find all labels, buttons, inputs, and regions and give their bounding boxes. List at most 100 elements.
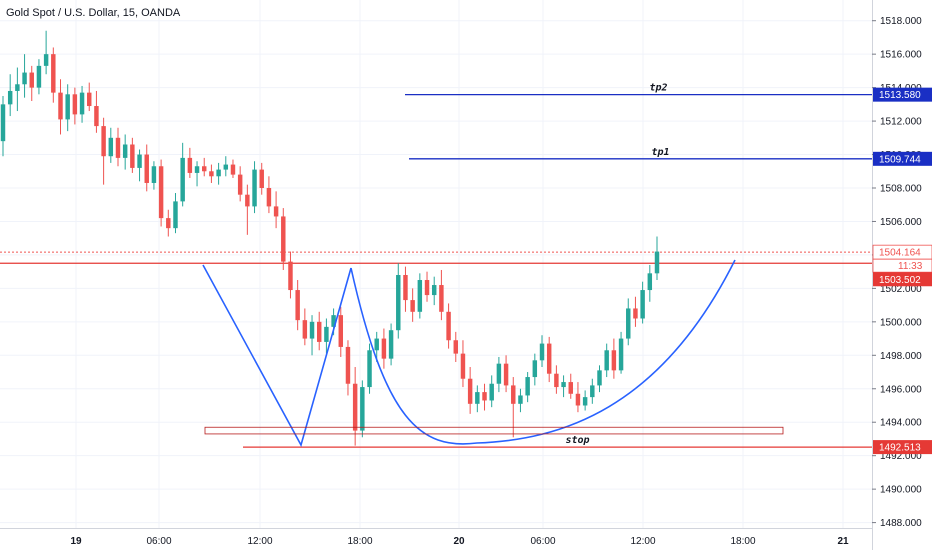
candle xyxy=(187,147,193,178)
candle-body xyxy=(130,144,135,168)
candle xyxy=(36,59,42,95)
candle xyxy=(281,208,286,270)
time-axis[interactable]: 19 06:00 12:00 18:00 20 06:00 12:00 18:00 21 xyxy=(0,528,872,548)
candle-body xyxy=(561,382,566,388)
candle-body xyxy=(324,326,329,342)
candle-body xyxy=(281,216,286,262)
time-tick-label: 21 xyxy=(837,536,849,547)
pattern-cup-curve[interactable] xyxy=(350,259,736,445)
candle xyxy=(518,388,523,413)
candle-body xyxy=(338,315,344,347)
support-zone-rectangle[interactable] xyxy=(204,426,784,435)
candle-body xyxy=(446,311,451,341)
candle-body xyxy=(51,54,56,93)
candle xyxy=(309,315,315,356)
candle xyxy=(367,343,372,394)
candle xyxy=(489,375,494,408)
price-tick-label: 1488.000 xyxy=(880,518,922,529)
candle-body xyxy=(590,385,595,398)
candle-body xyxy=(604,350,609,371)
candle-body xyxy=(187,157,193,173)
candle-body xyxy=(360,387,365,431)
cup-and-handle-drawing[interactable] xyxy=(202,259,736,448)
candle-body xyxy=(417,280,423,312)
candle-body xyxy=(647,273,653,291)
candle xyxy=(202,157,207,177)
price-tick-label: 1490.000 xyxy=(880,485,922,496)
candle-body xyxy=(511,385,516,404)
candle-body xyxy=(345,346,351,384)
candle xyxy=(352,367,358,446)
candle xyxy=(496,356,502,393)
candle-body xyxy=(439,285,444,312)
candle xyxy=(561,375,566,398)
time-tick-label: 19 xyxy=(70,536,82,547)
candle-body xyxy=(151,166,157,183)
candle xyxy=(158,159,164,227)
candle-body xyxy=(158,166,164,219)
candle xyxy=(180,142,185,207)
candle xyxy=(647,264,653,302)
candle xyxy=(590,378,595,404)
candle-body xyxy=(489,383,494,401)
horizontal-levels[interactable] xyxy=(0,93,872,448)
candle-body xyxy=(108,137,114,157)
candle xyxy=(252,161,257,214)
candle xyxy=(65,84,70,132)
candle xyxy=(130,137,135,173)
candle xyxy=(115,127,121,167)
candle-body xyxy=(640,290,645,319)
candle xyxy=(51,47,56,103)
candle xyxy=(345,340,351,396)
candle-body xyxy=(582,397,588,406)
candle-body xyxy=(166,218,171,229)
candle xyxy=(245,184,250,235)
tp2-price-tag-text: 1513.580 xyxy=(879,90,921,101)
candle-body xyxy=(230,164,236,175)
candle xyxy=(568,373,573,399)
candle xyxy=(453,331,458,362)
pattern-v-lines[interactable] xyxy=(202,264,352,448)
candle-body xyxy=(467,378,473,404)
candle xyxy=(654,236,660,281)
candle xyxy=(532,353,538,386)
price-tick-label: 1506.000 xyxy=(880,217,922,228)
time-tick-label: 18:00 xyxy=(730,536,755,547)
candle-body xyxy=(518,395,523,404)
candle-body xyxy=(245,194,250,207)
tp1-price-tag xyxy=(873,151,932,166)
candle-body xyxy=(115,137,121,158)
candle-body xyxy=(137,154,142,168)
candle-body xyxy=(525,377,530,396)
level-price-tag xyxy=(873,272,932,287)
price-tick-label: 1492.000 xyxy=(880,451,922,462)
candle-body xyxy=(58,92,63,120)
countdown-tag-text: 11:33 xyxy=(898,261,923,272)
candle xyxy=(144,144,149,192)
candle xyxy=(640,281,645,324)
candle xyxy=(15,67,20,112)
candle-body xyxy=(36,65,42,88)
candle-body xyxy=(539,343,545,361)
price-tick-label: 1500.000 xyxy=(880,317,922,328)
candle-body xyxy=(223,164,229,170)
candle xyxy=(216,162,221,185)
candle xyxy=(424,271,430,302)
candle xyxy=(79,85,85,123)
candle xyxy=(273,191,279,229)
candle-body xyxy=(568,382,573,394)
symbol-title: Gold Spot / U.S. Dollar, 15, OANDA xyxy=(6,7,181,19)
candle-body xyxy=(453,340,458,354)
candle-body xyxy=(15,84,20,91)
candle-body xyxy=(259,169,264,188)
candle xyxy=(137,149,142,182)
candle xyxy=(94,90,99,133)
candle-body xyxy=(302,320,308,339)
candle xyxy=(439,269,444,321)
candle-body xyxy=(410,300,415,312)
candle xyxy=(511,377,516,438)
candle-body xyxy=(331,315,336,327)
candle-body xyxy=(633,308,638,319)
